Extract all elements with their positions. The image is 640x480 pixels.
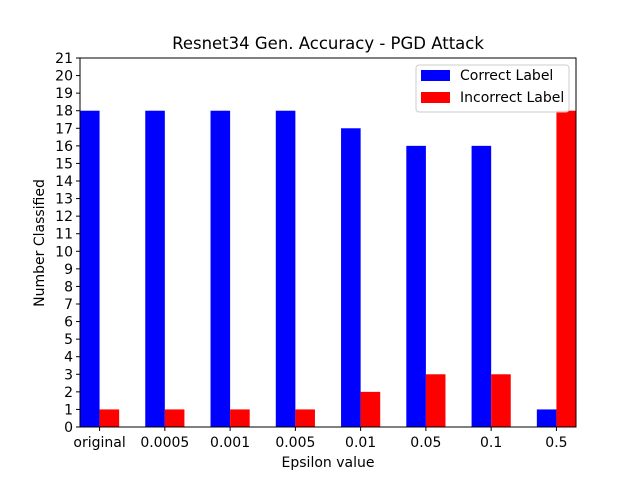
legend-box: [415, 64, 570, 113]
y-tick-label: 15: [55, 156, 73, 172]
x-tick-label: 0.5: [545, 435, 567, 451]
ticks-layer: 0123456789101112131415161718192021origin…: [55, 51, 567, 451]
y-tick-label: 7: [64, 297, 73, 313]
y-tick-label: 19: [55, 86, 73, 102]
y-tick-label: 9: [64, 262, 73, 278]
y-axis-label: Number Classified: [32, 179, 48, 307]
bar-incorrect-label: [295, 409, 315, 427]
y-tick-label: 6: [64, 315, 73, 331]
y-tick-label: 14: [55, 174, 73, 190]
bar-correct-label: [341, 128, 361, 428]
x-tick-label: 0.0005: [140, 435, 189, 451]
bar-correct-label: [406, 145, 426, 427]
y-tick-label: 8: [64, 279, 73, 295]
bar-incorrect-label: [164, 409, 185, 427]
y-tick-label: 16: [55, 139, 73, 155]
y-tick-label: 1: [64, 402, 73, 418]
bar-incorrect-label: [360, 391, 381, 427]
y-tick-label: 12: [55, 209, 73, 225]
x-tick-label: 0.05: [410, 435, 441, 451]
legend-label: Correct Label: [460, 68, 553, 84]
y-tick-label: 17: [55, 121, 73, 137]
bar-correct-label: [210, 110, 231, 427]
bar-correct-label: [80, 110, 100, 427]
y-tick-label: 5: [64, 332, 73, 348]
y-tick-label: 21: [55, 51, 73, 67]
x-tick-label: 0.005: [275, 435, 315, 451]
y-tick-label: 2: [64, 385, 73, 401]
bar-correct-label: [536, 409, 557, 427]
bars-layer: [80, 110, 576, 428]
bar-incorrect-label: [556, 110, 576, 427]
y-tick-label: 13: [55, 192, 73, 208]
bar-correct-label: [471, 145, 492, 427]
y-tick-label: 11: [55, 227, 73, 243]
y-tick-label: 20: [55, 69, 73, 85]
y-tick-label: 18: [55, 104, 73, 120]
bar-correct-label: [145, 110, 165, 427]
plot-frame: [79, 57, 577, 428]
y-tick-label: 0: [64, 420, 73, 436]
legend-swatch: [421, 92, 450, 103]
x-tick-label: 0.001: [210, 435, 250, 451]
x-tick-label: 0.1: [480, 435, 502, 451]
legend-swatch: [421, 70, 450, 81]
y-tick-label: 10: [55, 244, 73, 260]
bar-incorrect-label: [491, 374, 511, 427]
x-tick-label: 0.01: [345, 435, 376, 451]
x-axis-label: Epsilon value: [282, 455, 375, 471]
bar-incorrect-label: [425, 374, 446, 427]
y-tick-label: 3: [64, 367, 73, 383]
bar-incorrect-label: [230, 409, 250, 427]
legend: Correct Label Incorrect Label: [415, 64, 570, 113]
y-tick-label: 4: [64, 350, 73, 366]
bar-incorrect-label: [99, 409, 120, 427]
x-tick-label: original: [73, 435, 125, 451]
bar-correct-label: [275, 110, 296, 427]
chart-title: Resnet34 Gen. Accuracy - PGD Attack: [172, 34, 484, 53]
legend-label: Incorrect Label: [460, 90, 564, 106]
